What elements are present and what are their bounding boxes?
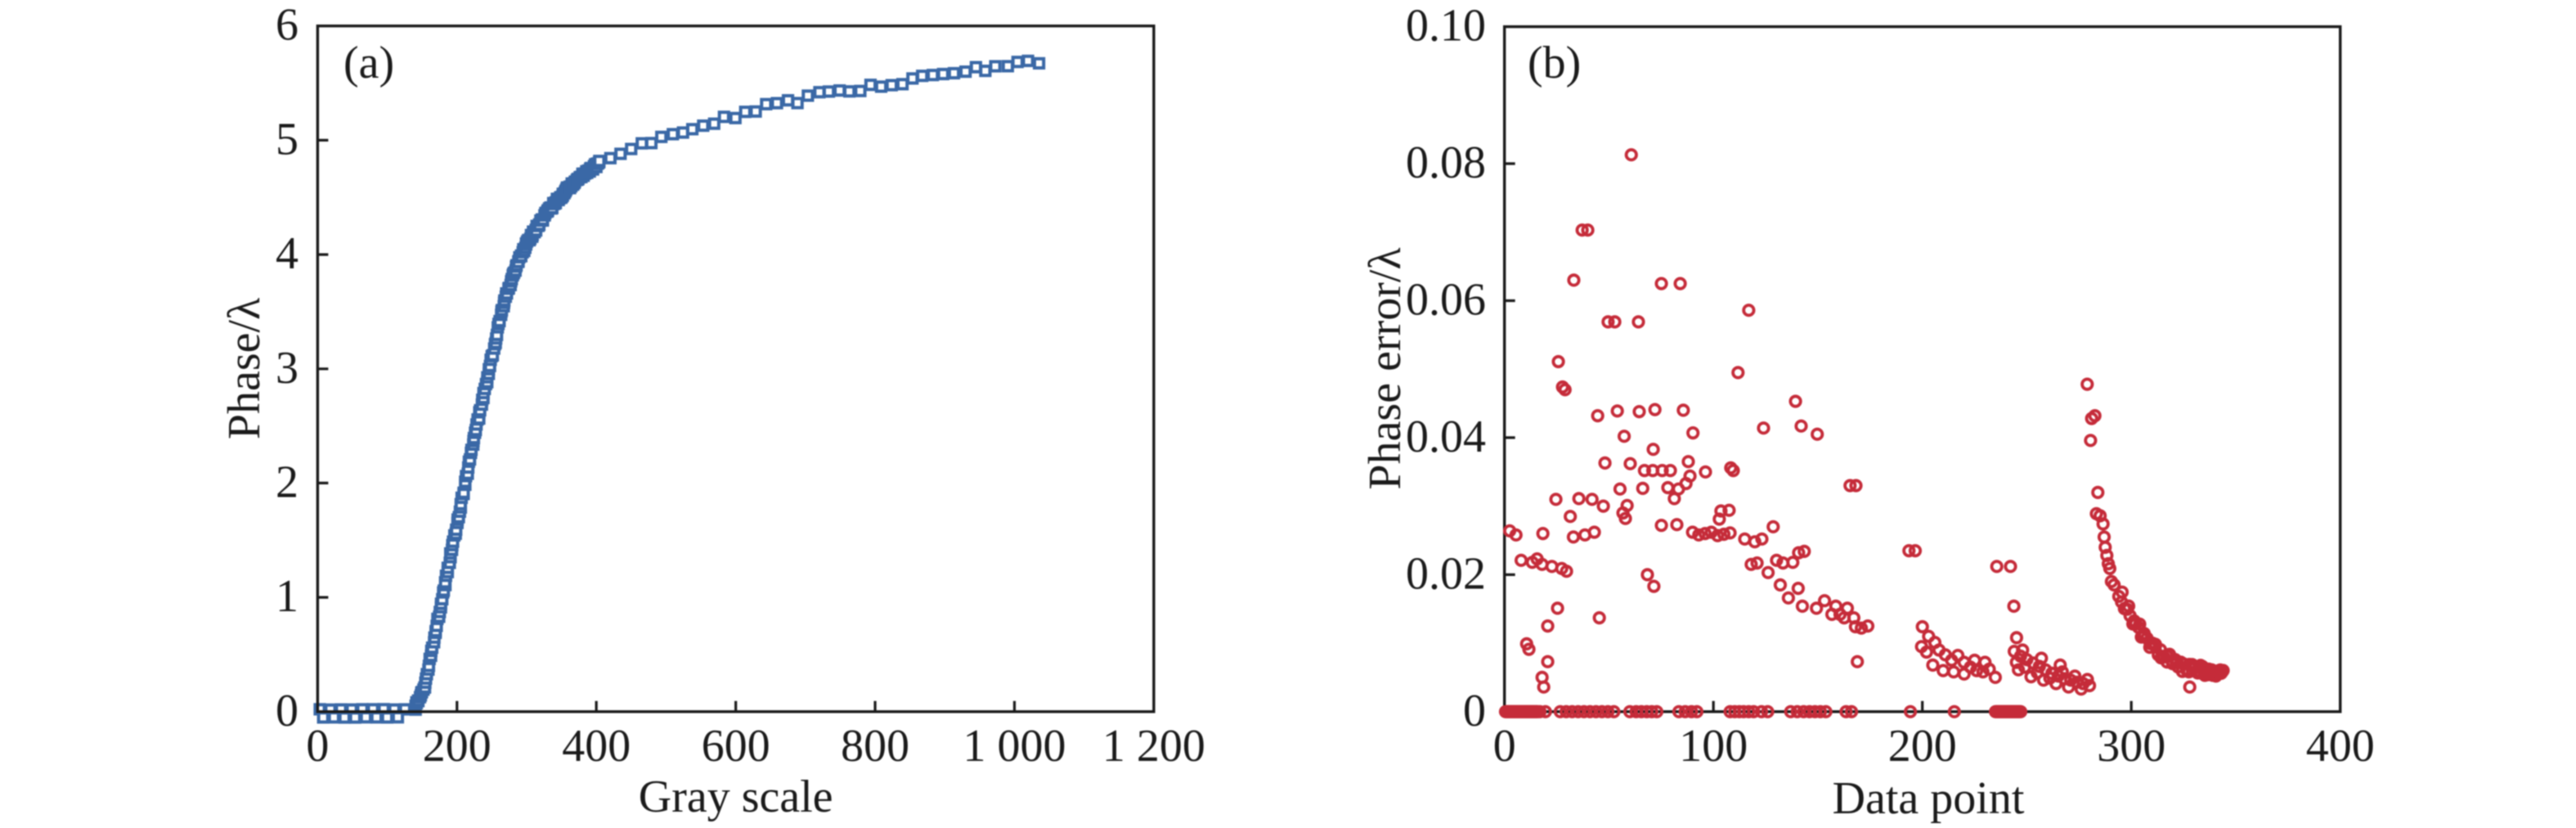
- svg-text:5: 5: [276, 114, 298, 164]
- svg-text:(b): (b): [1528, 38, 1581, 88]
- svg-text:400: 400: [2306, 721, 2375, 772]
- svg-text:200: 200: [423, 721, 491, 772]
- svg-text:0.08: 0.08: [1406, 137, 1486, 188]
- svg-text:Data point: Data point: [1833, 773, 2025, 824]
- svg-text:600: 600: [702, 721, 770, 772]
- svg-text:100: 100: [1679, 721, 1748, 772]
- svg-text:0.02: 0.02: [1406, 548, 1486, 599]
- svg-text:0.06: 0.06: [1406, 275, 1486, 326]
- svg-text:6: 6: [276, 0, 298, 51]
- svg-text:0.04: 0.04: [1406, 412, 1486, 462]
- svg-text:0: 0: [1463, 686, 1486, 736]
- svg-text:200: 200: [1888, 721, 1957, 772]
- svg-text:(a): (a): [343, 38, 394, 88]
- svg-text:800: 800: [841, 721, 909, 772]
- svg-text:2: 2: [276, 457, 298, 507]
- svg-text:0.10: 0.10: [1406, 1, 1486, 52]
- svg-text:1 200: 1 200: [1102, 721, 1205, 772]
- svg-text:1 000: 1 000: [963, 721, 1066, 772]
- svg-text:3: 3: [276, 343, 298, 394]
- svg-text:Phase error/λ: Phase error/λ: [1360, 247, 1411, 489]
- svg-text:Gray scale: Gray scale: [639, 772, 833, 822]
- svg-text:Phase/λ: Phase/λ: [219, 298, 270, 439]
- svg-text:0: 0: [306, 721, 329, 772]
- svg-text:0: 0: [276, 686, 298, 736]
- svg-text:0: 0: [1493, 721, 1516, 772]
- svg-text:300: 300: [2097, 721, 2165, 772]
- svg-text:400: 400: [562, 721, 631, 772]
- svg-text:4: 4: [276, 228, 298, 279]
- svg-text:1: 1: [276, 571, 298, 622]
